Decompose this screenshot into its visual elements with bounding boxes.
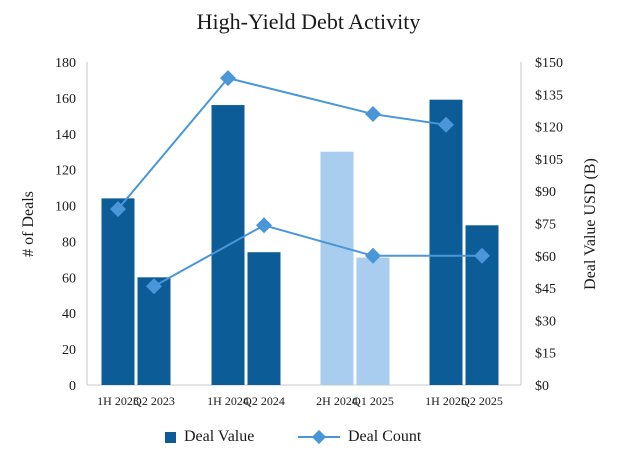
deal-count-point: [365, 247, 381, 264]
y-left-tick-label: 60: [62, 271, 76, 286]
bar: [429, 99, 463, 385]
bar: [101, 198, 135, 385]
x-tick-label: Q2 2023: [133, 394, 175, 408]
x-tick-label: Q1 2025: [352, 394, 394, 408]
y-right-tick-label: $30: [535, 314, 556, 329]
x-tick-label: 2H 2024: [316, 394, 358, 408]
x-tick-label: Q2 2025: [461, 394, 503, 408]
y-right-tick-label: $45: [535, 282, 556, 297]
y-left-tick-label: 0: [69, 379, 76, 394]
y-right-tick-label: $15: [535, 347, 556, 362]
y-right-tick-label: $75: [535, 218, 556, 233]
deal-count-line: [117, 77, 447, 210]
y-right-tick-label: $0: [535, 379, 549, 394]
bar: [356, 257, 390, 385]
y-left-tick-label: 180: [55, 56, 76, 71]
y-left-tick-label: 20: [62, 343, 76, 358]
chart-title: High-Yield Debt Activity: [196, 9, 421, 34]
y-left-tick-label: 140: [55, 128, 76, 143]
y-right-tick-label: $60: [535, 250, 556, 265]
legend-bar-swatch: [165, 431, 176, 443]
bar: [137, 277, 171, 385]
deal-count-point: [438, 116, 454, 133]
y-right-tick-label: $105: [535, 153, 563, 168]
deal-count-point: [365, 106, 381, 123]
deal-count-point: [220, 70, 236, 87]
x-tick-label: 1H 2023: [97, 394, 139, 408]
y-axis-right-label: Deal Value USD (B): [582, 158, 599, 290]
x-tick-label: Q2 2024: [243, 394, 285, 408]
deal-count-point: [146, 278, 162, 295]
legend-line-swatch: [298, 429, 340, 445]
y-axis-left-label: # of Deals: [20, 191, 37, 257]
y-left-tick-label: 80: [62, 235, 76, 250]
deal-count-point: [474, 247, 490, 264]
y-right-tick-label: $135: [535, 88, 563, 103]
x-tick-label: 1H 2025: [425, 394, 467, 408]
y-left-tick-label: 100: [55, 200, 76, 215]
y-left-tick-label: 160: [55, 92, 76, 107]
legend: Deal Value Deal Count: [0, 428, 617, 450]
bar: [320, 151, 354, 385]
bar: [247, 252, 281, 385]
legend-label-deal-count: Deal Count: [348, 428, 422, 445]
deal-count-line: [153, 224, 482, 288]
y-right-tick-label: $150: [535, 56, 563, 71]
x-tick-label: 1H 2024: [207, 394, 249, 408]
legend-label-deal-value: Deal Value: [184, 428, 255, 445]
deal-count-point: [110, 201, 126, 218]
deal-count-point: [256, 217, 272, 234]
y-right-tick-label: $90: [535, 185, 556, 200]
y-left-tick-label: 40: [62, 307, 76, 322]
y-left-tick-label: 120: [55, 164, 76, 179]
legend-item-deal-count: Deal Count: [298, 428, 421, 446]
y-right-tick-label: $120: [535, 121, 563, 136]
legend-item-deal-value: Deal Value: [165, 428, 254, 446]
